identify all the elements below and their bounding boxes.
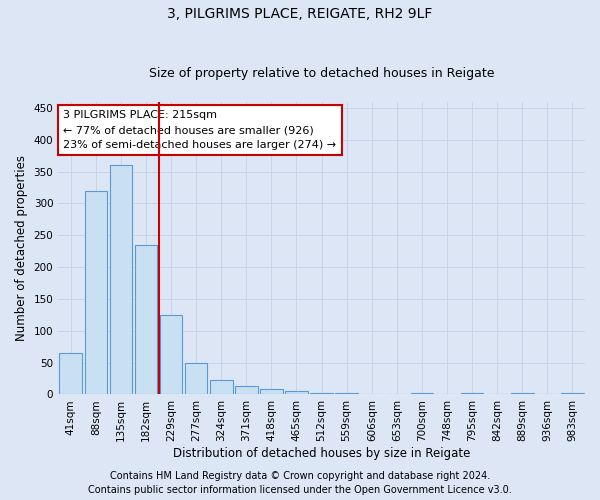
Bar: [134, 245, 157, 394]
Text: 3, PILGRIMS PLACE, REIGATE, RH2 9LF: 3, PILGRIMS PLACE, REIGATE, RH2 9LF: [167, 8, 433, 22]
Bar: [210, 380, 233, 394]
Bar: [561, 393, 584, 394]
Bar: [185, 362, 208, 394]
Title: Size of property relative to detached houses in Reigate: Size of property relative to detached ho…: [149, 66, 494, 80]
Text: 3 PILGRIMS PLACE: 215sqm
← 77% of detached houses are smaller (926)
23% of semi-: 3 PILGRIMS PLACE: 215sqm ← 77% of detach…: [64, 110, 337, 150]
Bar: [310, 392, 333, 394]
Bar: [410, 392, 433, 394]
Bar: [235, 386, 257, 394]
Bar: [335, 393, 358, 394]
Bar: [285, 392, 308, 394]
Bar: [110, 165, 132, 394]
Bar: [461, 392, 484, 394]
Bar: [511, 392, 533, 394]
Text: Contains HM Land Registry data © Crown copyright and database right 2024.
Contai: Contains HM Land Registry data © Crown c…: [88, 471, 512, 495]
Y-axis label: Number of detached properties: Number of detached properties: [15, 155, 28, 341]
X-axis label: Distribution of detached houses by size in Reigate: Distribution of detached houses by size …: [173, 447, 470, 460]
Bar: [260, 390, 283, 394]
Bar: [59, 353, 82, 395]
Bar: [160, 315, 182, 394]
Bar: [85, 190, 107, 394]
